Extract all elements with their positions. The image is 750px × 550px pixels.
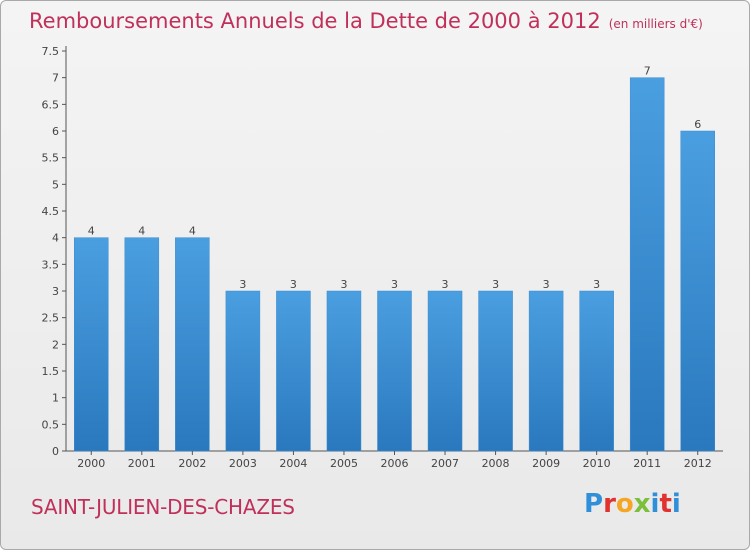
data-label: 6 (694, 118, 701, 131)
y-tick-label: 4 (52, 232, 59, 245)
x-tick-label: 2012 (684, 457, 712, 470)
data-label: 3 (391, 278, 398, 291)
bar (276, 290, 311, 452)
y-tick-label: 0.5 (42, 418, 60, 431)
y-tick-label: 6 (52, 125, 59, 138)
x-tick-label: 2004 (279, 457, 307, 470)
logo-letter: o (615, 489, 634, 519)
x-tick-label: 2002 (178, 457, 206, 470)
y-tick-label: 5.5 (42, 152, 60, 165)
bar (124, 237, 160, 452)
bar (74, 237, 109, 452)
x-tick-label: 2011 (633, 457, 661, 470)
data-label: 3 (442, 278, 449, 291)
logo-letter: P (584, 489, 604, 519)
bar (478, 290, 513, 452)
y-tick-label: 6.5 (42, 98, 60, 111)
x-tick-label: 2007 (431, 457, 459, 470)
data-label: 4 (88, 225, 95, 238)
data-label: 3 (593, 278, 600, 291)
data-label: 3 (543, 278, 550, 291)
bar (326, 290, 362, 452)
chart-title-text: Remboursements Annuels de la Dette de 20… (29, 9, 601, 33)
x-tick-label: 2001 (128, 457, 156, 470)
x-tick-label: 2005 (330, 457, 358, 470)
proxiti-logo: Proxiti (584, 489, 681, 519)
data-label: 4 (138, 225, 145, 238)
data-label: 3 (290, 278, 297, 291)
y-tick-label: 4.5 (42, 205, 60, 218)
bar (225, 290, 261, 452)
x-tick-label: 2008 (482, 457, 510, 470)
bar (680, 130, 715, 452)
data-label: 4 (189, 225, 196, 238)
data-label: 3 (239, 278, 246, 291)
x-tick-label: 2003 (229, 457, 257, 470)
y-tick-label: 7.5 (42, 45, 60, 58)
logo-letter: i (650, 489, 660, 519)
x-tick-label: 2000 (77, 457, 105, 470)
bar (377, 290, 412, 452)
logo-letter: i (671, 489, 681, 519)
y-tick-label: 3 (52, 285, 59, 298)
bar (528, 290, 564, 452)
bar (175, 237, 210, 452)
logo-letter: t (659, 489, 672, 519)
x-tick-label: 2010 (583, 457, 611, 470)
commune-name: SAINT-JULIEN-DES-CHAZES (31, 495, 295, 519)
y-tick-label: 7 (52, 72, 59, 85)
chart-title: Remboursements Annuels de la Dette de 20… (29, 9, 703, 33)
y-tick-label: 1.5 (42, 365, 60, 378)
logo-letter: r (603, 489, 616, 519)
y-tick-label: 0 (52, 445, 59, 458)
y-tick-label: 2.5 (42, 312, 60, 325)
bar (579, 290, 614, 452)
chart-unit: (en milliers d'€) (608, 17, 703, 31)
bar (427, 290, 463, 452)
y-tick-label: 5 (52, 178, 59, 191)
y-tick-label: 1 (52, 392, 59, 405)
logo-letter: x (633, 489, 651, 519)
data-label: 7 (644, 65, 651, 78)
y-tick-label: 2 (52, 338, 59, 351)
x-tick-label: 2009 (532, 457, 560, 470)
y-tick-label: 3.5 (42, 258, 60, 271)
data-label: 3 (492, 278, 499, 291)
x-tick-label: 2006 (381, 457, 409, 470)
bar (629, 77, 665, 452)
data-label: 3 (340, 278, 347, 291)
